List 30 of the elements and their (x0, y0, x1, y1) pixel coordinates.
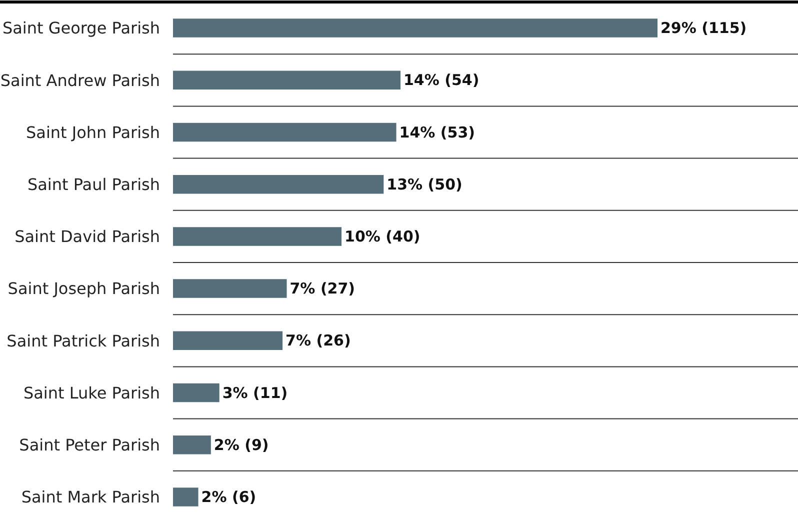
y-tick-label: Saint Mark Parish (21, 488, 160, 507)
bar (173, 122, 396, 142)
bar (173, 279, 287, 298)
data-label: 2% (9) (214, 436, 269, 454)
bar (173, 435, 211, 454)
data-label: 7% (27) (290, 280, 356, 298)
bar (173, 383, 220, 402)
bar (173, 174, 384, 194)
data-label: 7% (26) (286, 332, 351, 350)
bar (173, 70, 400, 90)
y-tick-label: Saint John Parish (26, 122, 160, 142)
bar (173, 227, 342, 246)
y-tick-label: Saint Paul Parish (27, 174, 160, 194)
data-label: 3% (11) (222, 384, 288, 402)
y-tick-label: Saint Luke Parish (23, 383, 160, 402)
y-tick-label: Saint Patrick Parish (6, 331, 160, 350)
data-label: 2% (6) (201, 488, 256, 506)
y-tick-label: Saint Joseph Parish (8, 279, 160, 298)
y-tick-label: Saint Peter Parish (19, 435, 160, 454)
bar (173, 18, 658, 38)
data-label: 29% (115) (660, 19, 747, 38)
y-tick-label: Saint George Parish (2, 18, 160, 38)
y-tick-label: Saint David Parish (14, 227, 160, 246)
data-label: 14% (53) (399, 123, 476, 142)
y-tick-label: Saint Andrew Parish (0, 70, 160, 90)
data-label: 13% (50) (386, 175, 462, 194)
bar (173, 488, 198, 506)
data-label: 10% (40) (344, 227, 420, 246)
bar (173, 331, 283, 350)
data-label: 14% (54) (404, 71, 480, 90)
